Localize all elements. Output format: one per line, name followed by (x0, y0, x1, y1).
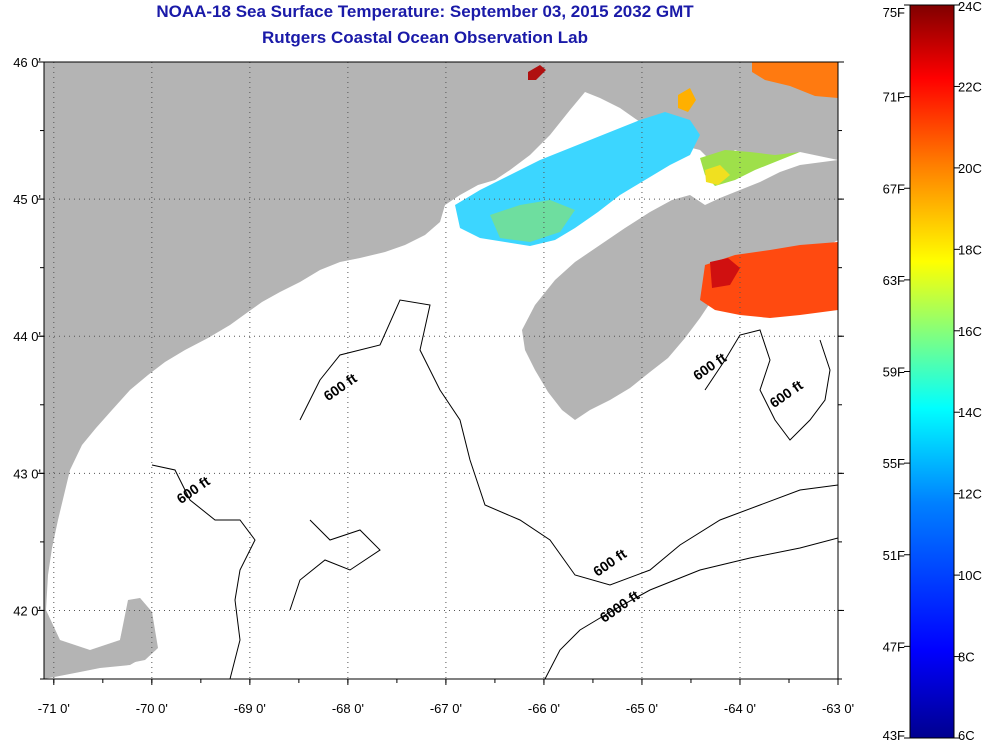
colorbar-c-label: 14C (958, 405, 982, 420)
longitude-ticks: -71 0' -70 0' -69 0' -68 0' -67 0' -66 0' -65 … (38, 679, 854, 716)
colorbar-c-label: 8C (958, 650, 975, 665)
lat-tick-label: 44 0' (13, 329, 41, 344)
contour-600ft-basin (299, 299, 838, 586)
sst-east-hot (710, 258, 740, 288)
lat-tick-label: 45 0' (13, 192, 41, 207)
colorbar-f-label: 71F (883, 90, 905, 105)
sst-minas-yellow (705, 165, 730, 185)
contour-600ft-ne (704, 329, 831, 441)
lon-tick-label: -69 0' (234, 701, 266, 716)
colorbar-c-label: 12C (958, 487, 982, 502)
colorbar-c-label: 6C (958, 728, 975, 743)
bathymetry-contours (151, 299, 838, 679)
colorbar-f-label: 51F (883, 548, 905, 563)
colorbar-f-label: 43F (883, 728, 905, 743)
lat-tick-label: 43 0' (13, 466, 41, 481)
lon-tick-label: -64 0' (724, 701, 756, 716)
colorbar-c-label: 24C (958, 0, 982, 14)
land-mainland (44, 62, 838, 679)
colorbar-f-label: 47F (883, 639, 905, 654)
contour-600ft-gulf (151, 464, 256, 679)
sst-northeast-orange (752, 62, 838, 98)
colorbar (909, 4, 955, 739)
lon-tick-label: -71 0' (38, 701, 70, 716)
lat-tick-label: 46 0' (13, 55, 41, 70)
contour-600ft-south (289, 519, 381, 611)
lon-tick-label: -63 0' (822, 701, 854, 716)
map-frame (43, 61, 839, 680)
colorbar-c-label: 18C (958, 242, 982, 257)
lon-tick-label: -68 0' (332, 701, 364, 716)
lon-tick-label: -67 0' (430, 701, 462, 716)
colorbar-c-label: 20C (958, 161, 982, 176)
lon-tick-label: -70 0' (136, 701, 168, 716)
colorbar-c-label: 22C (958, 79, 982, 94)
lon-tick-label: -66 0' (528, 701, 560, 716)
colorbar-f-label: 55F (883, 456, 905, 471)
lat-tick-label: 42 0' (13, 603, 41, 618)
land-cape-cod (120, 598, 158, 664)
colorbar-f-label: 63F (883, 273, 905, 288)
colorbar-c-label: 10C (958, 568, 982, 583)
sst-fundy-green (490, 200, 575, 242)
sst-east-warm (700, 242, 838, 318)
map-subtitle: Rutgers Coastal Ocean Observation Lab (262, 28, 588, 47)
colorbar-f-label: 59F (883, 365, 905, 380)
contour-6000ft (544, 537, 838, 679)
sst-north-hot (528, 65, 546, 80)
colorbar-c-label: 16C (958, 324, 982, 339)
lon-tick-label: -65 0' (626, 701, 658, 716)
colorbar-f-label: 75F (883, 5, 905, 20)
sst-chignecto (678, 88, 696, 112)
map-title: NOAA-18 Sea Surface Temperature: Septemb… (156, 2, 694, 21)
colorbar-labels: 75F 71F 67F 63F 59F 55F 51F 47F 43F 24C 22C 20C 18C 1… (883, 0, 982, 743)
latitude-ticks: 46 0' 45 0' 44 0' 43 0' 42 0' (13, 55, 844, 680)
colorbar-f-label: 67F (883, 181, 905, 196)
land-nova-scotia (522, 160, 838, 420)
